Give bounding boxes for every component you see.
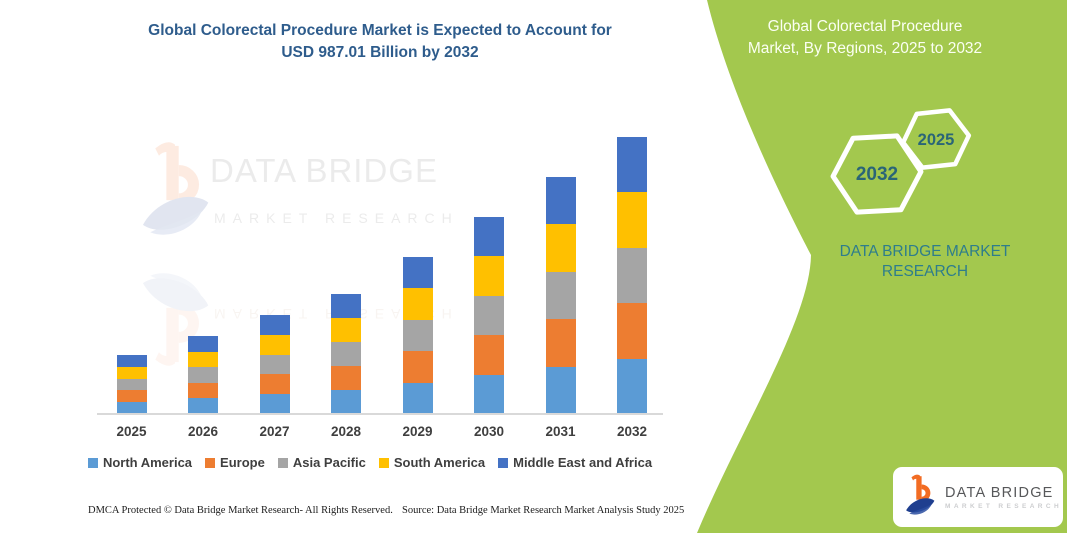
bar-segment-2027-south-america: [259, 334, 290, 355]
bar-2030: [474, 217, 504, 414]
chart-title-line2: USD 987.01 Billion by 2032: [281, 44, 479, 62]
legend-item-middle-east-and-africa: Middle East and Africa: [498, 455, 652, 470]
bar-segment-2031-south-america: [545, 224, 576, 272]
hexagon-2032: [830, 133, 924, 215]
bar-2026: [188, 336, 218, 414]
bar-segment-2031-asia-pacific: [545, 271, 576, 320]
bar-segment-2025-middle-east-and-africa: [116, 355, 147, 367]
bar-2028: [331, 294, 361, 414]
bar-segment-2027-north-america: [259, 394, 290, 414]
x-axis-label-2032: 2032: [616, 424, 648, 439]
bar-segment-2028-middle-east-and-africa: [331, 294, 361, 319]
bar-segment-2027-europe: [259, 374, 290, 395]
bar-segment-2029-europe: [402, 351, 433, 383]
x-axis-label-2031: 2031: [545, 424, 576, 439]
right-panel-heading-line2: Market, By Regions, 2025 to 2032: [747, 40, 983, 58]
x-axis-label-2029: 2029: [402, 424, 433, 439]
bar-2029: [402, 257, 433, 414]
legend-swatch-middle-east-and-africa: [498, 457, 509, 468]
bar-segment-2028-asia-pacific: [331, 342, 361, 367]
legend-label-asia-pacific: Asia Pacific: [292, 455, 366, 470]
logo-card: DATA BRIDGE MARKET RESEARCH: [893, 467, 1063, 527]
bar-segment-2028-south-america: [331, 318, 361, 343]
legend-label-south-america: South America: [393, 455, 486, 470]
x-axis-line: [97, 413, 663, 415]
bar-segment-2026-south-america: [188, 351, 218, 368]
bar-2032: [617, 137, 647, 414]
x-axis-labels: 2025 2026 2027 2028 2029 2030 2031 2032: [97, 424, 663, 442]
hexagon-2025: [900, 108, 972, 170]
x-axis-label-2027: 2027: [259, 424, 290, 439]
bar-segment-2030-south-america: [474, 256, 504, 296]
bar-segment-2029-north-america: [402, 382, 433, 414]
bar-segment-2030-europe: [474, 335, 504, 375]
bar-segment-2026-asia-pacific: [188, 367, 218, 383]
x-axis-label-2025: 2025: [116, 424, 147, 439]
legend-swatch-europe: [205, 457, 216, 468]
year-hexagons: 2032 2025: [830, 108, 972, 215]
chart-legend: North America Europe Asia Pacific South Ame…: [60, 455, 680, 470]
bar-segment-2032-north-america: [617, 358, 647, 414]
bar-2031: [545, 177, 576, 414]
bar-segment-2032-europe: [617, 303, 647, 359]
bar-segment-2025-north-america: [116, 402, 147, 414]
bar-segment-2030-asia-pacific: [474, 295, 504, 336]
legend-label-europe: Europe: [220, 455, 265, 470]
bar-segment-2027-middle-east-and-africa: [259, 315, 290, 335]
chart-title: Global Colorectal Procedure Market is Ex…: [70, 20, 690, 65]
bar-segment-2031-middle-east-and-africa: [545, 177, 576, 225]
bar-segment-2031-europe: [545, 319, 576, 367]
brand-text-line2: RESEARCH: [881, 263, 969, 281]
brand-text-line1: DATA BRIDGE MARKET: [839, 243, 1011, 260]
bar-2027: [259, 315, 290, 414]
bar-segment-2026-north-america: [188, 398, 218, 414]
bar-segment-2025-europe: [116, 390, 147, 403]
bar-segment-2032-middle-east-and-africa: [617, 137, 647, 193]
bar-segment-2032-south-america: [617, 192, 647, 248]
legend-item-north-america: North America: [87, 455, 193, 470]
bar-segment-2027-asia-pacific: [259, 354, 290, 375]
logo-subtitle: MARKET RESEARCH: [945, 502, 1063, 510]
bar-segment-2025-asia-pacific: [116, 378, 147, 391]
bar-segment-2026-middle-east-and-africa: [188, 336, 218, 352]
bar-segment-2030-middle-east-and-africa: [474, 217, 504, 257]
bar-segment-2029-south-america: [402, 288, 433, 320]
footer-source-text: Source: Data Bridge Market Research Mark…: [402, 505, 685, 516]
bar-segment-2029-asia-pacific: [402, 319, 433, 352]
x-axis-label-2026: 2026: [187, 424, 219, 439]
legend-item-asia-pacific: Asia Pacific: [277, 455, 366, 470]
chart-title-line1: Global Colorectal Procedure Market is Ex…: [148, 22, 612, 39]
legend-item-south-america: South America: [378, 455, 486, 470]
legend-label-middle-east-and-africa: Middle East and Africa: [513, 455, 653, 470]
legend-swatch-asia-pacific: [277, 457, 288, 468]
hexagon-2032-label: 2032: [856, 164, 898, 185]
logo-name: DATA BRIDGE: [945, 484, 1054, 501]
x-axis-label-2028: 2028: [330, 424, 362, 439]
hexagon-2025-label: 2025: [918, 131, 955, 149]
logo-text: DATA BRIDGE MARKET RESEARCH: [945, 485, 1062, 510]
bar-segment-2028-europe: [331, 366, 361, 391]
bar-segment-2032-asia-pacific: [617, 247, 647, 304]
bar-segment-2030-north-america: [474, 374, 504, 414]
brand-text: DATA BRIDGE MARKET RESEARCH: [795, 242, 1055, 282]
x-axis-label-2030: 2030: [473, 424, 505, 439]
legend-item-europe: Europe: [205, 455, 265, 470]
right-panel-heading: Global Colorectal Procedure Market, By R…: [725, 16, 1005, 61]
bar-2025: [116, 355, 147, 414]
dbmr-logo-icon: [903, 473, 937, 521]
plot-area: [97, 120, 663, 414]
bar-segment-2025-south-america: [116, 366, 147, 379]
bar-segment-2026-europe: [188, 382, 218, 399]
right-panel-heading-line1: Global Colorectal Procedure: [767, 18, 963, 35]
footer-dmca-text: DMCA Protected © Data Bridge Market Rese…: [88, 505, 393, 516]
bar-segment-2028-north-america: [331, 390, 361, 414]
bar-segment-2031-north-america: [545, 366, 576, 414]
bar-segment-2029-middle-east-and-africa: [402, 257, 433, 289]
legend-swatch-north-america: [87, 457, 98, 468]
legend-swatch-south-america: [378, 457, 389, 468]
legend-label-north-america: North America: [102, 455, 193, 470]
